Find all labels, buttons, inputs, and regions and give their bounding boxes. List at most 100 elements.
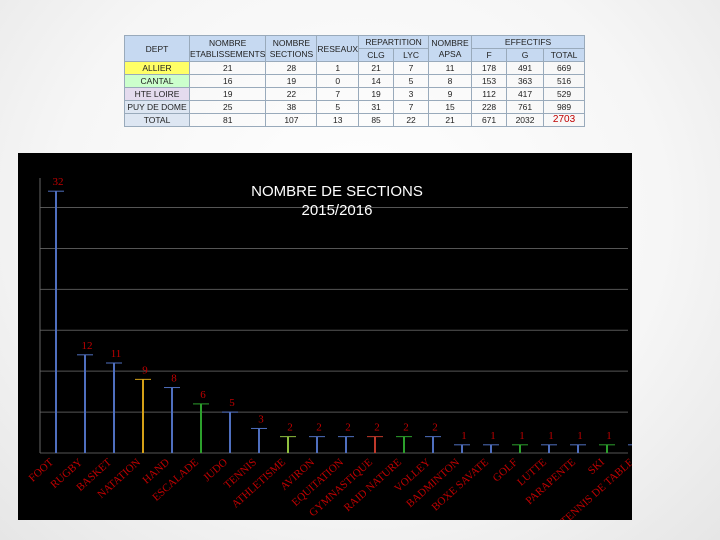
chart-subtitle: 2015/2016 [302, 202, 373, 219]
bar-athletisme [287, 436, 289, 453]
bar-rugby [84, 354, 86, 453]
summary-table: DEPT NOMBRE ETABLISSEMENTS NOMBRE SECTIO… [124, 35, 586, 127]
header-nb-sections: NOMBRE SECTIONS [265, 35, 318, 62]
data-label: 1 [548, 430, 554, 442]
cell-lyc: 3 [393, 87, 430, 101]
cell-clg: 14 [358, 74, 395, 88]
bar-aviron [316, 436, 318, 453]
data-label: 5 [229, 397, 235, 409]
bar-equitation [345, 436, 347, 453]
cell-dept: PUY DE DOME [124, 100, 190, 114]
cell-dept: HTE LOIRE [124, 87, 190, 101]
data-label: 1 [490, 430, 496, 442]
cell-sections: 19 [265, 74, 318, 88]
header-dept: DEPT [124, 35, 190, 62]
bar-badminton [461, 444, 463, 453]
bar-foot [55, 191, 57, 453]
cell-f: 671 [471, 113, 508, 127]
data-label: 9 [142, 364, 148, 376]
cell-sections: 28 [265, 61, 318, 75]
cell-f: 112 [471, 87, 508, 101]
cell-etab: 25 [188, 100, 267, 114]
bar-hand [171, 387, 173, 453]
header-nb-etab: NOMBRE ETABLISSEMENTS [188, 35, 267, 62]
cell-apsa: 8 [428, 74, 473, 88]
cell-clg: 31 [358, 100, 395, 114]
header-lyc: LYC [393, 48, 430, 62]
header-f: F [471, 48, 508, 62]
header-clg: CLG [358, 48, 395, 62]
data-label: 32 [53, 176, 64, 188]
data-label: 2 [345, 422, 351, 434]
cell-g: 363 [506, 74, 545, 88]
cell-sections: 22 [265, 87, 318, 101]
cell-g: 761 [506, 100, 545, 114]
cell-etab: 19 [188, 87, 267, 101]
data-label: 6 [200, 389, 206, 401]
cell-apsa: 11 [428, 61, 473, 75]
bar-golf [519, 444, 521, 453]
data-label: 11 [111, 348, 122, 360]
cell-reseaux: 1 [316, 61, 360, 75]
data-label: 12 [82, 340, 93, 352]
header-effectifs: EFFECTIFS [471, 35, 586, 49]
cell-lyc: 7 [393, 61, 430, 75]
sections-chart: NOMBRE DE SECTIONS 2015/2016 32 FOOT 12 RUGBY… [18, 153, 632, 520]
data-label: 1 [606, 430, 612, 442]
table-row: ALLIER 21 28 1 21 7 11 178 491 669 [124, 61, 586, 75]
cell-total: 516 [543, 74, 586, 88]
cell-total: 669 [543, 61, 586, 75]
cell-lyc: 22 [393, 113, 430, 127]
cell-etab: 16 [188, 74, 267, 88]
bar-tennis [258, 428, 260, 453]
cell-lyc: 7 [393, 100, 430, 114]
data-label: 2 [374, 422, 380, 434]
cell-apsa: 21 [428, 113, 473, 127]
cell-total: 529 [543, 87, 586, 101]
chart-title: NOMBRE DE SECTIONS [251, 183, 423, 200]
cell-dept: TOTAL [124, 113, 190, 127]
cell-clg: 19 [358, 87, 395, 101]
cell-clg: 21 [358, 61, 395, 75]
bar-gymnastique [374, 436, 376, 453]
chart-svg: NOMBRE DE SECTIONS2015/201632FOOT12RUGBY… [27, 176, 632, 520]
bar-escalade [200, 403, 202, 453]
cell-etab: 81 [188, 113, 267, 127]
data-label: 1 [461, 430, 467, 442]
bar-raid-nature [403, 436, 405, 453]
header-nb-apsa: NOMBRE APSA [428, 35, 473, 62]
cell-f: 153 [471, 74, 508, 88]
cell-lyc: 5 [393, 74, 430, 88]
cell-etab: 21 [188, 61, 267, 75]
table-row: CANTAL 16 19 0 14 5 8 153 363 516 [124, 74, 586, 88]
cell-apsa: 9 [428, 87, 473, 101]
data-label: 2 [316, 422, 322, 434]
cell-apsa: 15 [428, 100, 473, 114]
bar-lutte [548, 444, 550, 453]
cell-f: 228 [471, 100, 508, 114]
data-label: 2 [432, 422, 438, 434]
table-row: PUY DE DOME 25 38 5 31 7 15 228 761 989 [124, 100, 586, 114]
cell-reseaux: 7 [316, 87, 360, 101]
header-g: G [506, 48, 545, 62]
cell-clg: 85 [358, 113, 395, 127]
cell-dept: ALLIER [124, 61, 190, 75]
data-label: 1 [577, 430, 583, 442]
data-label: 8 [171, 373, 177, 385]
bar-judo [229, 412, 231, 453]
cell-total: 2703 [543, 113, 586, 127]
cell-g: 491 [506, 61, 545, 75]
data-label: 3 [258, 413, 264, 425]
cell-reseaux: 13 [316, 113, 360, 127]
data-label: 2 [403, 422, 409, 434]
cell-sections: 107 [265, 113, 318, 127]
table-row: TOTAL 81 107 13 85 22 21 671 2032 2703 [124, 113, 586, 127]
header-total: TOTAL [543, 48, 586, 62]
data-label: 2 [287, 422, 293, 434]
cell-reseaux: 0 [316, 74, 360, 88]
bar-basket [113, 363, 115, 453]
bar-volley [432, 436, 434, 453]
table-row: HTE LOIRE 19 22 7 19 3 9 112 417 529 [124, 87, 586, 101]
cell-total: 989 [543, 100, 586, 114]
data-label: 1 [519, 430, 525, 442]
